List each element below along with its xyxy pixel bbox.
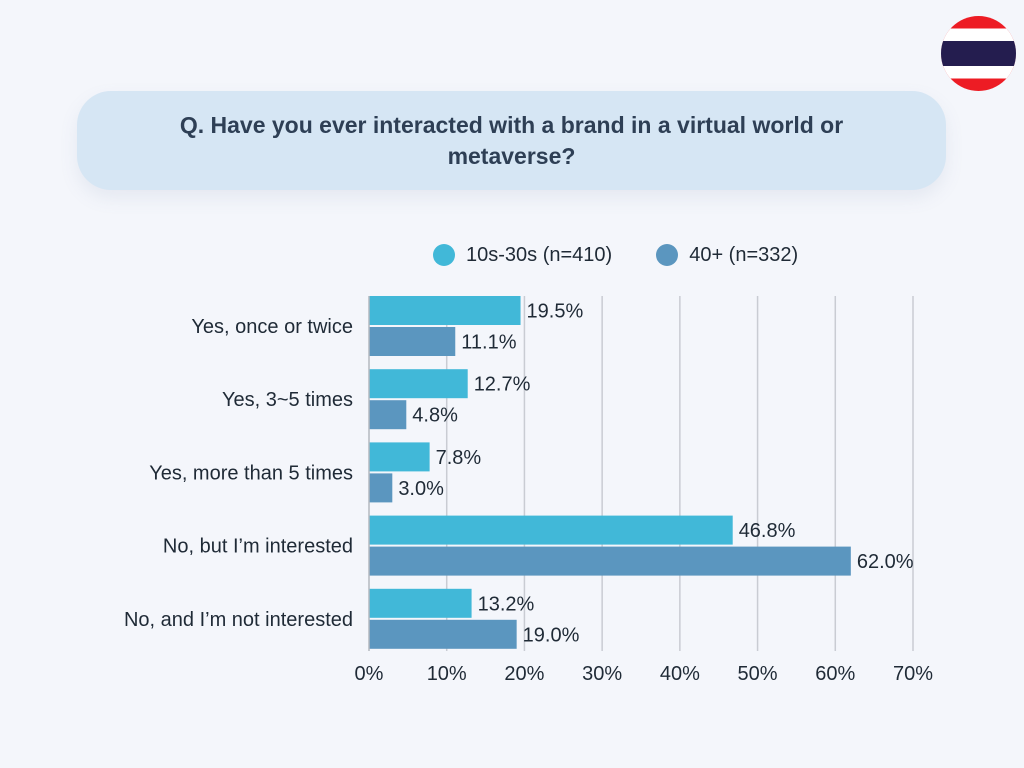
bar-series-1 xyxy=(369,515,733,545)
x-tick-label: 60% xyxy=(815,663,855,685)
data-label: 46.8% xyxy=(739,520,796,542)
bar-series-2 xyxy=(369,327,456,356)
x-tick-label: 20% xyxy=(504,663,544,685)
question-text: Q. Have you ever interacted with a brand… xyxy=(179,111,844,169)
data-label: 3.0% xyxy=(398,478,444,500)
bar-series-2 xyxy=(369,546,851,576)
data-label: 7.8% xyxy=(436,447,482,469)
legend-dot-series-1 xyxy=(433,244,455,266)
question-banner: Q. Have you ever interacted with a brand… xyxy=(77,91,946,190)
category-label: No, and I’m not interested xyxy=(124,609,353,631)
thailand-flag-icon xyxy=(941,16,1016,91)
x-tick-label: 70% xyxy=(893,663,933,685)
legend-item-series-1: 10s-30s (n=410) xyxy=(433,244,612,267)
x-tick-label: 40% xyxy=(660,663,700,685)
bar-series-2 xyxy=(369,473,393,503)
data-label: 13.2% xyxy=(478,593,535,615)
legend-dot-series-2 xyxy=(656,244,679,266)
bar-series-1 xyxy=(369,296,521,325)
data-label: 11.1% xyxy=(461,332,516,354)
bar-series-1 xyxy=(369,442,430,472)
chart-legend: 10s-30s (n=410) 40+ (n=332) xyxy=(433,243,842,267)
data-label: 12.7% xyxy=(474,374,531,396)
bar-series-1 xyxy=(369,369,468,399)
data-label: 19.0% xyxy=(523,624,580,646)
x-tick-label: 10% xyxy=(427,663,467,685)
data-label: 4.8% xyxy=(412,405,458,427)
x-tick-label: 30% xyxy=(582,663,622,685)
category-label: Yes, 3~5 times xyxy=(222,389,353,411)
legend-label-series-2: 40+ (n=332) xyxy=(689,243,799,266)
legend-label-series-1: 10s-30s (n=410) xyxy=(466,243,613,266)
legend-item-series-2: 40+ (n=332) xyxy=(656,244,798,267)
category-label: Yes, more than 5 times xyxy=(149,462,353,484)
category-label: No, but I’m interested xyxy=(163,536,353,558)
data-label: 19.5% xyxy=(527,301,584,323)
x-tick-label: 0% xyxy=(355,663,384,685)
data-label: 62.0% xyxy=(857,551,914,573)
bar-series-2 xyxy=(369,619,517,649)
bar-series-2 xyxy=(369,400,407,430)
x-tick-label: 50% xyxy=(738,663,778,685)
category-label: Yes, once or twice xyxy=(191,316,353,338)
bar-series-1 xyxy=(369,588,472,618)
